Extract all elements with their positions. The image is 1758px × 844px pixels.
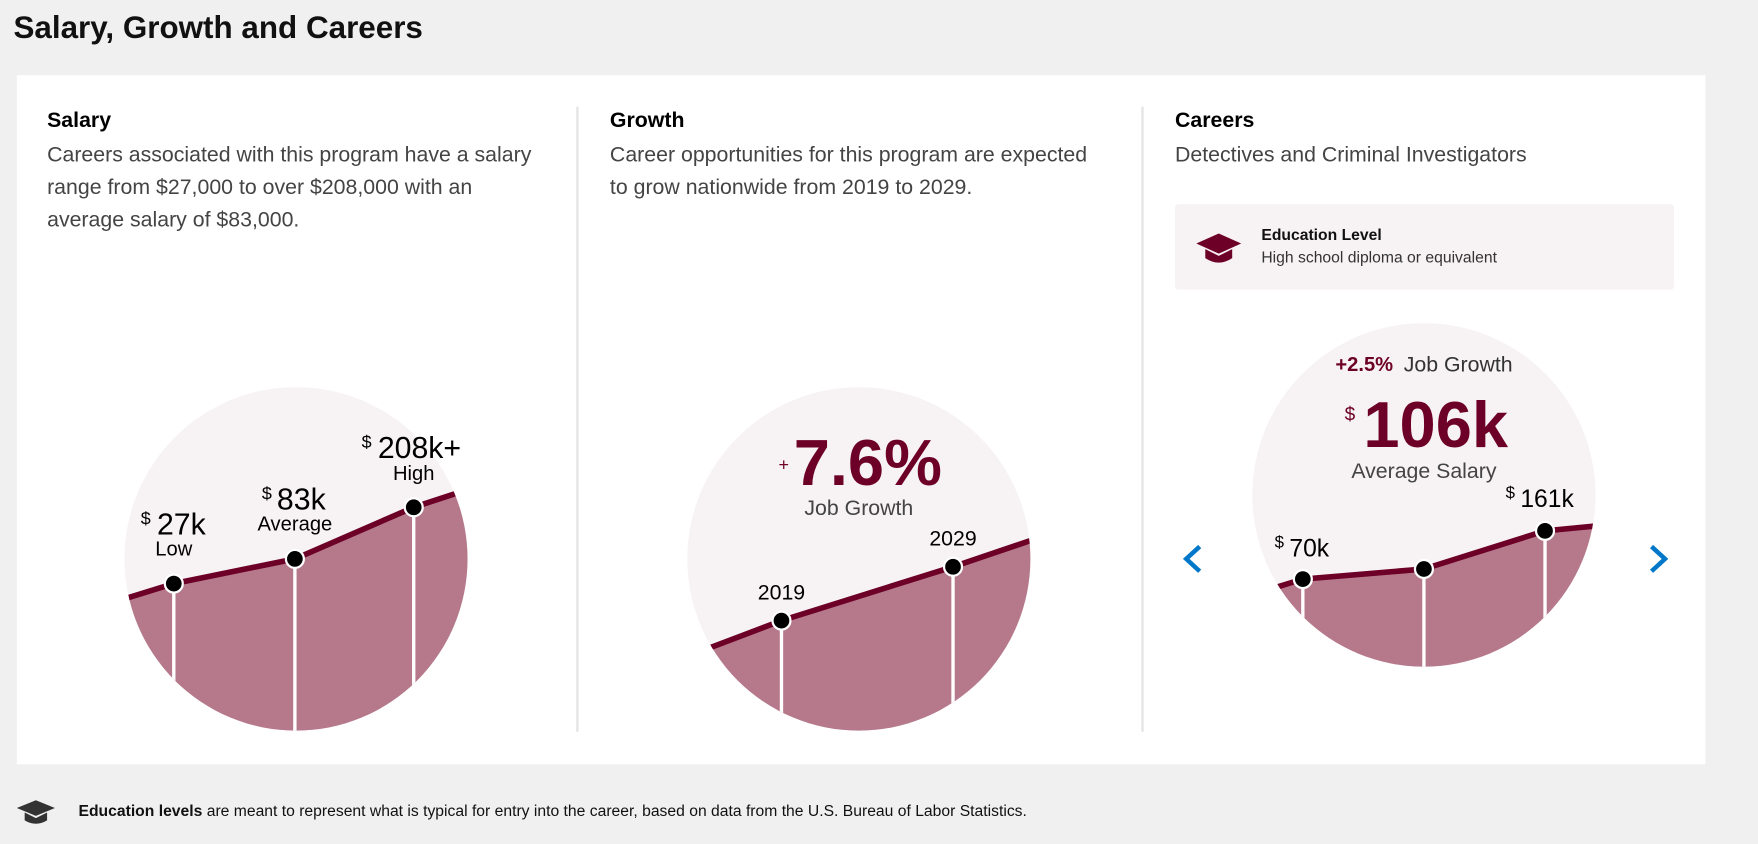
currency: $ (1275, 533, 1285, 552)
section-description: Career opportunities for this program ar… (609, 143, 1088, 200)
career-growth: +2.5% (1335, 354, 1393, 376)
career-name: Detectives and Criminal Investigators (1175, 143, 1527, 168)
footer-bold: Education levels (78, 801, 203, 820)
footer-text: are meant to represent what is typical f… (206, 801, 1027, 820)
section-description: Careers associated with this program hav… (47, 143, 532, 233)
career-salary-label: Average Salary (1351, 459, 1497, 483)
year-label: 2019 (758, 580, 805, 604)
growth-graphic (687, 387, 1031, 731)
footer-note: Education levels are meant to represent … (78, 801, 1026, 819)
growth-value: 7.6% (794, 426, 942, 499)
salary-value: 208k+ (378, 432, 461, 465)
career-salary: 106k (1363, 388, 1508, 461)
cap-icon (1196, 233, 1242, 263)
salary-label: Average (257, 514, 332, 536)
education-box (1175, 204, 1674, 290)
next-arrow[interactable] (1650, 544, 1669, 573)
section-title: Growth (609, 108, 685, 133)
currency: $ (141, 508, 151, 528)
salary-graphic (124, 387, 468, 731)
footer-cap-icon (16, 800, 55, 824)
currency: $ (262, 484, 272, 504)
career-growth-label: Job Growth (1404, 352, 1513, 376)
section-title: Careers (1175, 108, 1255, 133)
section-title: Salary (47, 108, 112, 133)
page-title: Salary, Growth and Careers (13, 10, 423, 45)
salary-label: High (393, 463, 435, 485)
salary-label: Low (155, 538, 192, 560)
education-text: High school diploma or equivalent (1261, 248, 1497, 266)
careers-graphic (1252, 323, 1596, 667)
career-point: 161k (1520, 486, 1574, 513)
career-point: 70k (1289, 535, 1329, 562)
currency: $ (1506, 483, 1516, 502)
prev-arrow[interactable] (1182, 544, 1202, 573)
currency: $ (1345, 404, 1356, 425)
year-label: 2029 (929, 526, 976, 550)
salary-value: 27k (157, 508, 207, 541)
currency: $ (362, 432, 372, 452)
growth-label: Job Growth (804, 496, 913, 520)
education-title: Education Level (1261, 225, 1382, 244)
growth-sign: + (778, 454, 788, 474)
salary-value: 83k (277, 484, 327, 517)
